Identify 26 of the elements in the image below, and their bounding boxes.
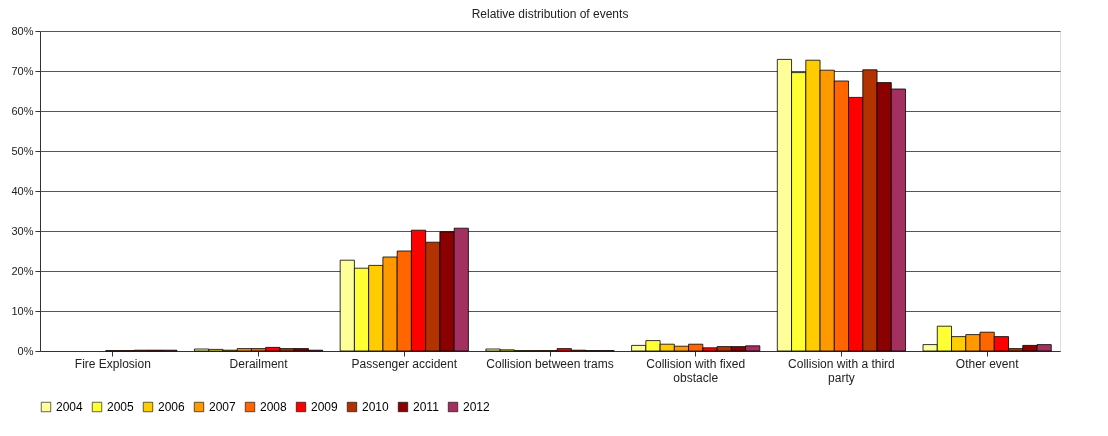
legend-label: 2004 [56,400,84,414]
legend-label: 2011 [413,400,440,414]
y-tick-label: 20% [11,264,34,277]
y-tick-label: 80% [11,24,34,37]
legend-label: 2010 [362,400,390,414]
y-tick-label: 50% [11,144,34,157]
legend-label: 2007 [209,400,237,414]
x-tick-label: Other event [955,356,1020,371]
x-tick-label: Passenger accident [351,356,458,371]
y-tick-label: 10% [11,304,34,317]
y-tick-label: 40% [11,184,34,197]
x-tick-label: Fire Explosion [74,356,151,371]
x-tick-label: Collision with a third party [788,356,895,385]
legend-label: 2012 [463,400,491,414]
legend-label: 2008 [260,400,288,414]
chart-title: Relative distribution of events [471,7,629,21]
y-tick-label: 70% [11,64,34,77]
y-tick-label: 0% [17,344,34,357]
legend-label: 2009 [311,400,339,414]
x-tick-label: Collision with fixed obstacle [646,356,746,385]
x-tick-label: Derailment [229,356,289,371]
x-tick-label: Collision between trams [486,356,614,371]
legend-label: 2006 [158,400,186,414]
legend-label: 2005 [107,400,135,414]
y-tick-label: 60% [11,104,34,117]
y-tick-label: 30% [11,224,34,237]
